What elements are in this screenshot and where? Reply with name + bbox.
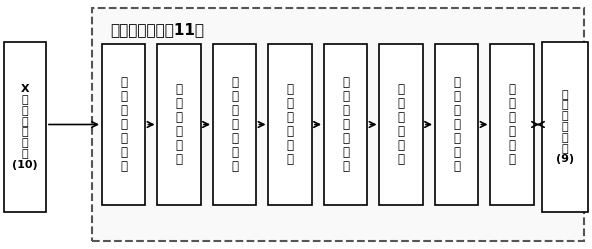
- Text: X
光
片
处
理
装
置
(10): X 光 片 处 理 装 置 (10): [12, 84, 38, 170]
- FancyBboxPatch shape: [92, 8, 584, 241]
- FancyBboxPatch shape: [102, 44, 146, 205]
- FancyBboxPatch shape: [213, 44, 256, 205]
- Text: 第
三
预
处
理
模
块: 第 三 预 处 理 模 块: [342, 76, 349, 173]
- Text: 中
央
处
理
装
置
(9): 中 央 处 理 装 置 (9): [556, 90, 574, 164]
- FancyBboxPatch shape: [4, 42, 46, 212]
- Text: 图像处理装置（11）: 图像处理装置（11）: [110, 22, 204, 37]
- Text: 图
像
平
滑
模
块: 图 像 平 滑 模 块: [287, 83, 294, 166]
- FancyBboxPatch shape: [542, 42, 588, 212]
- FancyBboxPatch shape: [324, 44, 368, 205]
- Text: 第
二
预
处
理
模
块: 第 二 预 处 理 模 块: [231, 76, 238, 173]
- Text: 第
一
预
处
理
模
块: 第 一 预 处 理 模 块: [120, 76, 127, 173]
- FancyBboxPatch shape: [435, 44, 478, 205]
- FancyBboxPatch shape: [157, 44, 201, 205]
- Text: 图
像
锐
化
模
块: 图 像 锐 化 模 块: [398, 83, 405, 166]
- Text: 第
四
预
处
理
模
块: 第 四 预 处 理 模 块: [453, 76, 460, 173]
- FancyBboxPatch shape: [491, 44, 534, 205]
- Text: 图
像
增
强
模
块: 图 像 增 强 模 块: [176, 83, 183, 166]
- FancyBboxPatch shape: [269, 44, 312, 205]
- FancyBboxPatch shape: [379, 44, 423, 205]
- Text: 灰
度
变
换
模
块: 灰 度 变 换 模 块: [509, 83, 516, 166]
